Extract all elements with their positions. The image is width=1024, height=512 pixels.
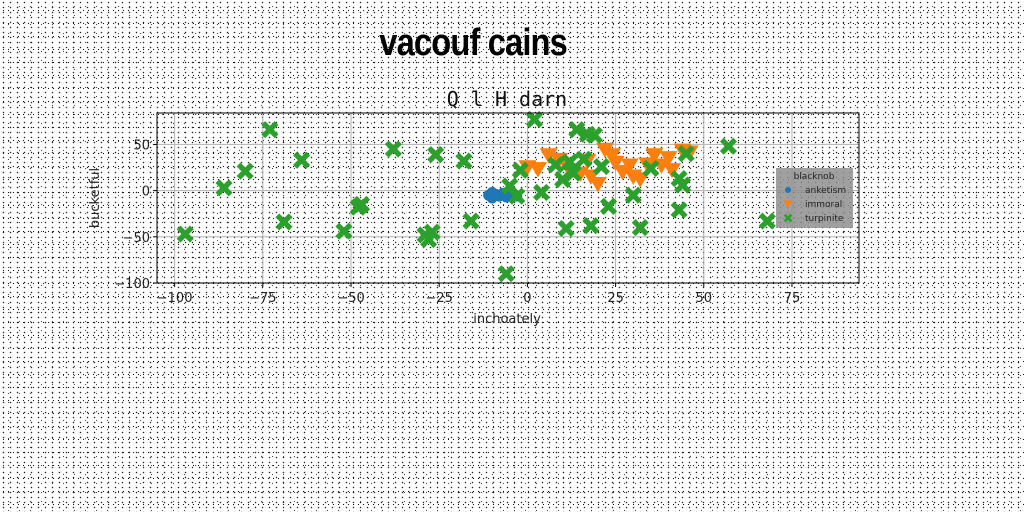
data-points bbox=[176, 110, 776, 283]
turpinite-point bbox=[631, 219, 649, 237]
turpinite-point bbox=[719, 137, 738, 155]
turpinite-point bbox=[455, 152, 473, 170]
legend-label-anketism: anketism bbox=[805, 186, 846, 196]
turpinite-point bbox=[585, 126, 603, 144]
turpinite-point bbox=[561, 153, 579, 171]
turpinite-point bbox=[335, 222, 353, 240]
immoral-point bbox=[539, 148, 558, 164]
turpinite-point bbox=[497, 265, 515, 283]
turpinite-point bbox=[599, 197, 618, 215]
turpinite-point bbox=[758, 212, 776, 230]
y-tick-label: 50 bbox=[133, 138, 150, 153]
chart-subtitle: Q l H darn bbox=[447, 87, 567, 111]
turpinite-point bbox=[554, 170, 572, 189]
immoral-point bbox=[588, 176, 607, 193]
turpinite-point bbox=[624, 186, 642, 204]
legend-label-immoral: immoral bbox=[805, 200, 842, 210]
y-axis-label: bucketful bbox=[88, 168, 103, 228]
turpinite-point bbox=[642, 159, 660, 177]
turpinite-point bbox=[511, 161, 529, 179]
immoral-point bbox=[631, 172, 650, 188]
turpinite-point bbox=[508, 187, 526, 205]
turpinite-point bbox=[568, 121, 586, 139]
turpinite-point bbox=[353, 195, 371, 214]
turpinite-point bbox=[236, 162, 254, 180]
x-tick-label: −50 bbox=[337, 291, 364, 306]
x-tick-label: 75 bbox=[784, 291, 801, 306]
turpinite-point bbox=[293, 151, 311, 169]
turpinite-point bbox=[674, 176, 692, 194]
y-tick-label: −100 bbox=[114, 277, 150, 292]
legend-marker-anketism bbox=[785, 187, 791, 193]
turpinite-point bbox=[261, 121, 279, 139]
turpinite-point bbox=[215, 179, 233, 197]
legend-marker-immoral bbox=[783, 200, 793, 209]
x-tick-label: −100 bbox=[157, 291, 193, 306]
turpinite-point bbox=[677, 145, 695, 163]
legend-title: blacknob bbox=[794, 172, 835, 182]
plot-frame bbox=[156, 112, 860, 284]
turpinite-point bbox=[670, 201, 688, 219]
turpinite-point bbox=[423, 223, 441, 241]
turpinite-point bbox=[557, 219, 575, 238]
immoral-point bbox=[606, 155, 625, 171]
x-tick-label: 50 bbox=[696, 291, 713, 306]
legend: blacknob anketism immoral turpinite bbox=[776, 168, 853, 228]
immoral-point bbox=[528, 162, 547, 178]
turpinite-point bbox=[525, 110, 544, 129]
legend-label-turpinite: turpinite bbox=[805, 214, 844, 224]
turpinite-point bbox=[592, 158, 611, 176]
x-tick-label: −25 bbox=[425, 291, 452, 306]
immoral-point bbox=[663, 163, 682, 179]
y-tick-label: −50 bbox=[123, 231, 150, 246]
turpinite-point bbox=[462, 212, 480, 230]
y-tick-label: 0 bbox=[142, 185, 150, 200]
turpinite-point bbox=[176, 225, 194, 243]
turpinite-point bbox=[427, 146, 445, 164]
legend-marker-turpinite bbox=[783, 213, 793, 223]
turpinite-point bbox=[564, 164, 582, 182]
turpinite-point bbox=[547, 156, 565, 174]
x-tick-label: −75 bbox=[249, 291, 276, 306]
turpinite-point bbox=[575, 150, 593, 168]
immoral-point bbox=[620, 158, 639, 174]
axis-ticks: −100 −75 −50 −25 0 25 50 75 −100 −50 0 50 bbox=[114, 138, 800, 306]
turpinite-point bbox=[384, 140, 402, 158]
turpinite-point bbox=[275, 213, 293, 231]
turpinite-point bbox=[532, 183, 551, 202]
turpinite-point bbox=[582, 217, 600, 235]
x-tick-label: 25 bbox=[607, 291, 624, 306]
immoral-point bbox=[645, 148, 664, 164]
immoral-point bbox=[659, 151, 678, 167]
x-tick-label: 0 bbox=[523, 291, 531, 306]
x-axis-label: inchoately bbox=[473, 312, 541, 327]
chart-main-title: vacouf cains bbox=[379, 22, 568, 64]
